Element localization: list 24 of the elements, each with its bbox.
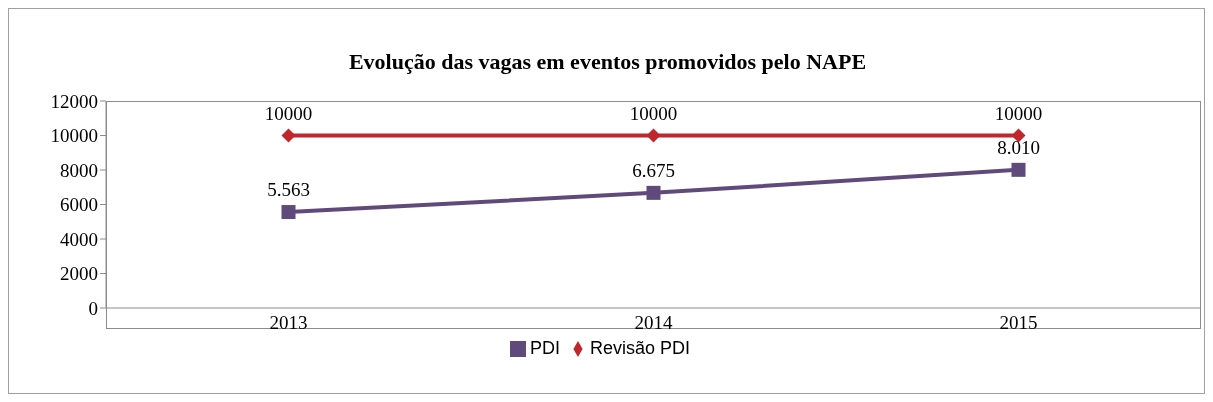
y-tick-label: 4000 [60, 228, 98, 250]
point [1011, 162, 1026, 177]
data-label: 5.563 [267, 179, 310, 201]
data-label: 10000 [264, 102, 313, 124]
x-tick-label: 2013 [269, 312, 308, 334]
x-tick-label: 2015 [999, 312, 1038, 334]
legend-label: Revisão PDI [589, 338, 691, 358]
y-tick-label: 6000 [60, 194, 98, 216]
data-label: 10000 [994, 102, 1043, 124]
point [646, 185, 661, 200]
y-tick-label: 12000 [50, 90, 98, 112]
legend-label: PDI [529, 338, 560, 358]
data-label: 8.010 [997, 136, 1040, 158]
point [646, 128, 661, 143]
chart-title: Evolução das vagas em eventos promovidos pelo NAPE [347, 49, 868, 75]
y-tick-label: 10000 [50, 125, 98, 147]
point [281, 128, 296, 143]
data-label: 6.675 [632, 159, 675, 181]
y-tick-label: 8000 [60, 159, 98, 181]
x-tick-label: 2014 [634, 312, 673, 334]
data-label: 10000 [629, 102, 678, 124]
y-tick-label: 2000 [60, 263, 98, 285]
y-tick-label: 0 [88, 297, 98, 319]
point [281, 205, 296, 220]
